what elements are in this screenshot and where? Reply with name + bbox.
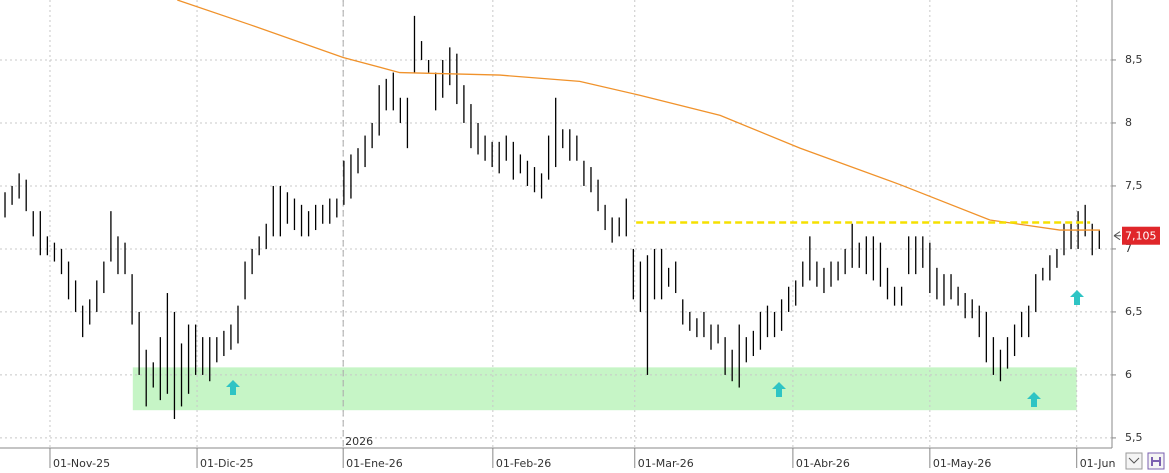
scroll-button[interactable] [1125, 452, 1143, 470]
x-tick-label: 01-Mar-26 [638, 457, 694, 470]
buy-arrow [1070, 290, 1084, 305]
x-tick-label: 01-Dic-25 [200, 457, 254, 470]
x-tick-label: 01-Feb-26 [496, 457, 551, 470]
y-tick-label: 7 [1125, 242, 1132, 255]
y-tick-label: 8 [1125, 116, 1132, 129]
scroll-icon [1128, 457, 1140, 464]
x-tick-label: 01-Ene-26 [346, 457, 403, 470]
last-price-pointer [1113, 231, 1121, 241]
buy-arrow [772, 382, 786, 397]
buy-arrow [1027, 392, 1041, 407]
buy-arrow [226, 380, 240, 395]
y-tick-label: 6 [1125, 368, 1132, 381]
moving-average [177, 0, 1100, 231]
x-tick-label: 01-May-26 [933, 457, 991, 470]
x-tick-label: 01-Nov-25 [53, 457, 110, 470]
x-tick-label: 01-Jun [1080, 457, 1116, 470]
year-label: 2026 [345, 435, 373, 448]
x-tick-label: 01-Abr-26 [796, 457, 850, 470]
last-price-box [1122, 226, 1160, 245]
last-price-label: 7,105 [1125, 230, 1157, 243]
y-tick-label: 6,5 [1125, 305, 1143, 318]
home-icon [1151, 457, 1161, 466]
y-tick-label: 7,5 [1125, 179, 1143, 192]
signal-arrows [226, 290, 1084, 407]
y-tick-label: 5,5 [1125, 431, 1143, 444]
y-tick-label: 8,5 [1125, 53, 1143, 66]
support-zone [132, 367, 1077, 411]
